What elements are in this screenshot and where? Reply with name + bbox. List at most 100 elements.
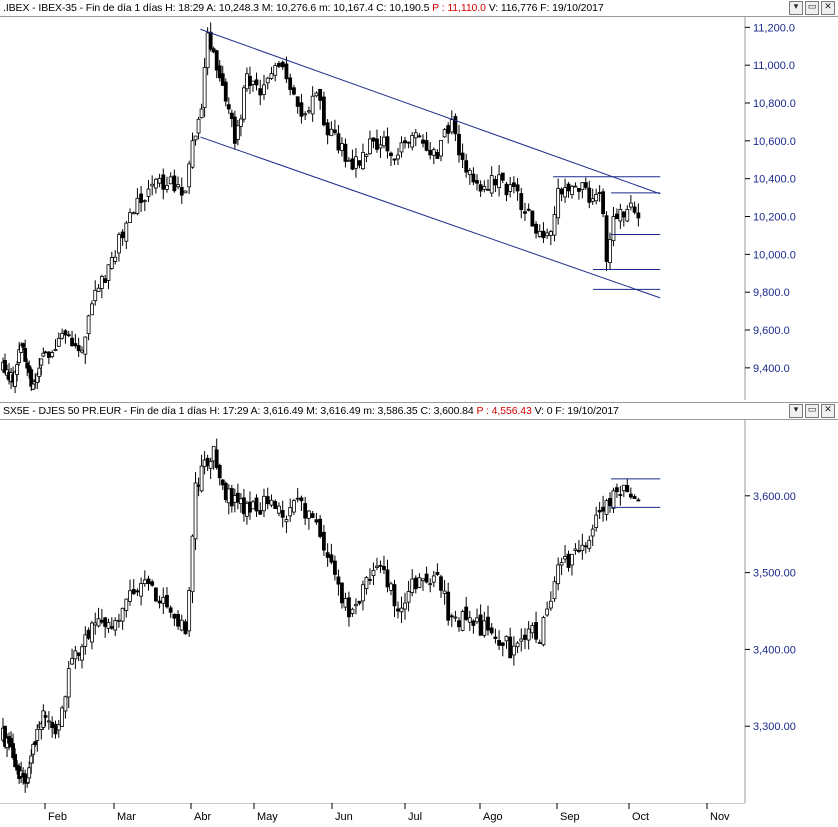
- candle-body: [176, 184, 180, 188]
- candle-body: [242, 497, 246, 515]
- candle-body: [202, 67, 207, 108]
- candle-body: [435, 572, 440, 575]
- x-tick-label: Mar: [117, 811, 136, 823]
- candle-body: [117, 234, 121, 254]
- trend-channel-upper-line: [200, 28, 661, 195]
- candle-body: [245, 502, 249, 517]
- candle-body: [242, 87, 246, 120]
- minimize-button[interactable]: ▾: [789, 1, 803, 15]
- candle-body: [168, 607, 173, 613]
- candle-body: [93, 289, 98, 302]
- candle-body: [628, 493, 633, 498]
- candle-body: [611, 490, 616, 509]
- candle-body: [399, 607, 404, 613]
- candle-body: [625, 485, 630, 493]
- candle-body: [37, 367, 42, 377]
- x-tick-label: Ago: [483, 811, 503, 823]
- candle-body: [314, 92, 319, 97]
- candle-body: [343, 598, 348, 608]
- candle-body: [21, 343, 26, 348]
- candle-body: [109, 257, 114, 269]
- candle-body: [628, 202, 633, 208]
- candle-body: [523, 634, 527, 640]
- candle-body: [70, 337, 74, 347]
- candle-body: [594, 193, 599, 202]
- candle-body: [530, 210, 535, 227]
- minimize-button[interactable]: ▾: [789, 404, 803, 418]
- candle-body: [361, 151, 365, 170]
- candle-body: [573, 548, 578, 551]
- candle-body: [460, 152, 465, 160]
- close-button[interactable]: ✕: [821, 404, 835, 418]
- candle-body: [580, 182, 585, 191]
- maximize-button[interactable]: ▭: [805, 404, 819, 418]
- candle-body: [46, 720, 51, 723]
- candle-body: [235, 492, 240, 503]
- candle-body: [475, 617, 479, 623]
- candle-body: [504, 636, 509, 642]
- candle-body: [120, 231, 125, 239]
- candle-body: [196, 484, 201, 487]
- sx5e-chart[interactable]: 3,300.00 3,400.00 3,500.00 3,600.00: [0, 419, 838, 803]
- candle-body: [449, 119, 454, 133]
- candle-body: [39, 358, 44, 366]
- candle-body: [625, 209, 630, 222]
- candle-body: [280, 510, 285, 518]
- candle-body: [563, 556, 567, 560]
- candle-body: [497, 640, 501, 646]
- candle-body: [73, 650, 78, 660]
- candle-body: [50, 352, 55, 357]
- y-tick-label: 3,400.00: [753, 644, 796, 656]
- close-button[interactable]: ✕: [821, 1, 835, 15]
- candle-body: [208, 461, 213, 469]
- candle-body: [11, 743, 15, 758]
- candle-body: [190, 140, 195, 168]
- x-tick-label: Feb: [48, 811, 67, 823]
- candle-body: [604, 215, 609, 262]
- candle-body: [615, 487, 619, 493]
- candle-body: [269, 73, 274, 79]
- candle-body: [128, 590, 132, 602]
- candle-body: [340, 143, 344, 151]
- candle-body: [421, 578, 425, 581]
- candle-body: [303, 503, 308, 519]
- candle-body: [500, 172, 505, 181]
- candle-body: [220, 479, 225, 486]
- candle-body: [23, 773, 28, 784]
- candle-body: [392, 584, 397, 607]
- candle-body: [364, 577, 369, 589]
- candle-body: [196, 118, 201, 134]
- candle-body: [229, 112, 234, 119]
- candle-body: [378, 564, 383, 567]
- candle-body: [17, 349, 22, 363]
- candle-body: [389, 583, 393, 591]
- candle-body: [385, 136, 390, 152]
- candle-body: [515, 642, 520, 648]
- candle-body: [318, 518, 323, 537]
- candle-body: [25, 362, 30, 369]
- candle-body: [3, 725, 7, 747]
- candle-body: [453, 116, 458, 135]
- candle-body: [172, 175, 177, 192]
- candle-body: [413, 577, 418, 590]
- candle-body: [421, 139, 425, 144]
- sx5e-pane-header: SX5E - DJES 50 PR.EUR - Fin de día 1 día…: [0, 402, 838, 420]
- candle-body: [417, 577, 422, 588]
- candle-body: [406, 591, 411, 603]
- candle-body: [199, 465, 204, 492]
- candle-body: [541, 230, 546, 239]
- candle-body: [621, 484, 626, 492]
- candle-body: [611, 216, 616, 242]
- candle-body: [604, 500, 609, 515]
- candle-body: [343, 143, 348, 162]
- candle-body: [211, 48, 216, 53]
- candle-body: [113, 620, 118, 631]
- candle-body: [258, 88, 263, 96]
- maximize-button[interactable]: ▭: [805, 1, 819, 15]
- candle-body: [368, 138, 372, 155]
- candle-body: [389, 152, 393, 157]
- candle-body: [566, 553, 571, 568]
- candle-body: [537, 642, 542, 644]
- ibex-chart[interactable]: 9,400.0 9,600.0 9,800.0 10,000.0 10,200.0 10,…: [0, 16, 838, 400]
- candle-body: [563, 187, 567, 198]
